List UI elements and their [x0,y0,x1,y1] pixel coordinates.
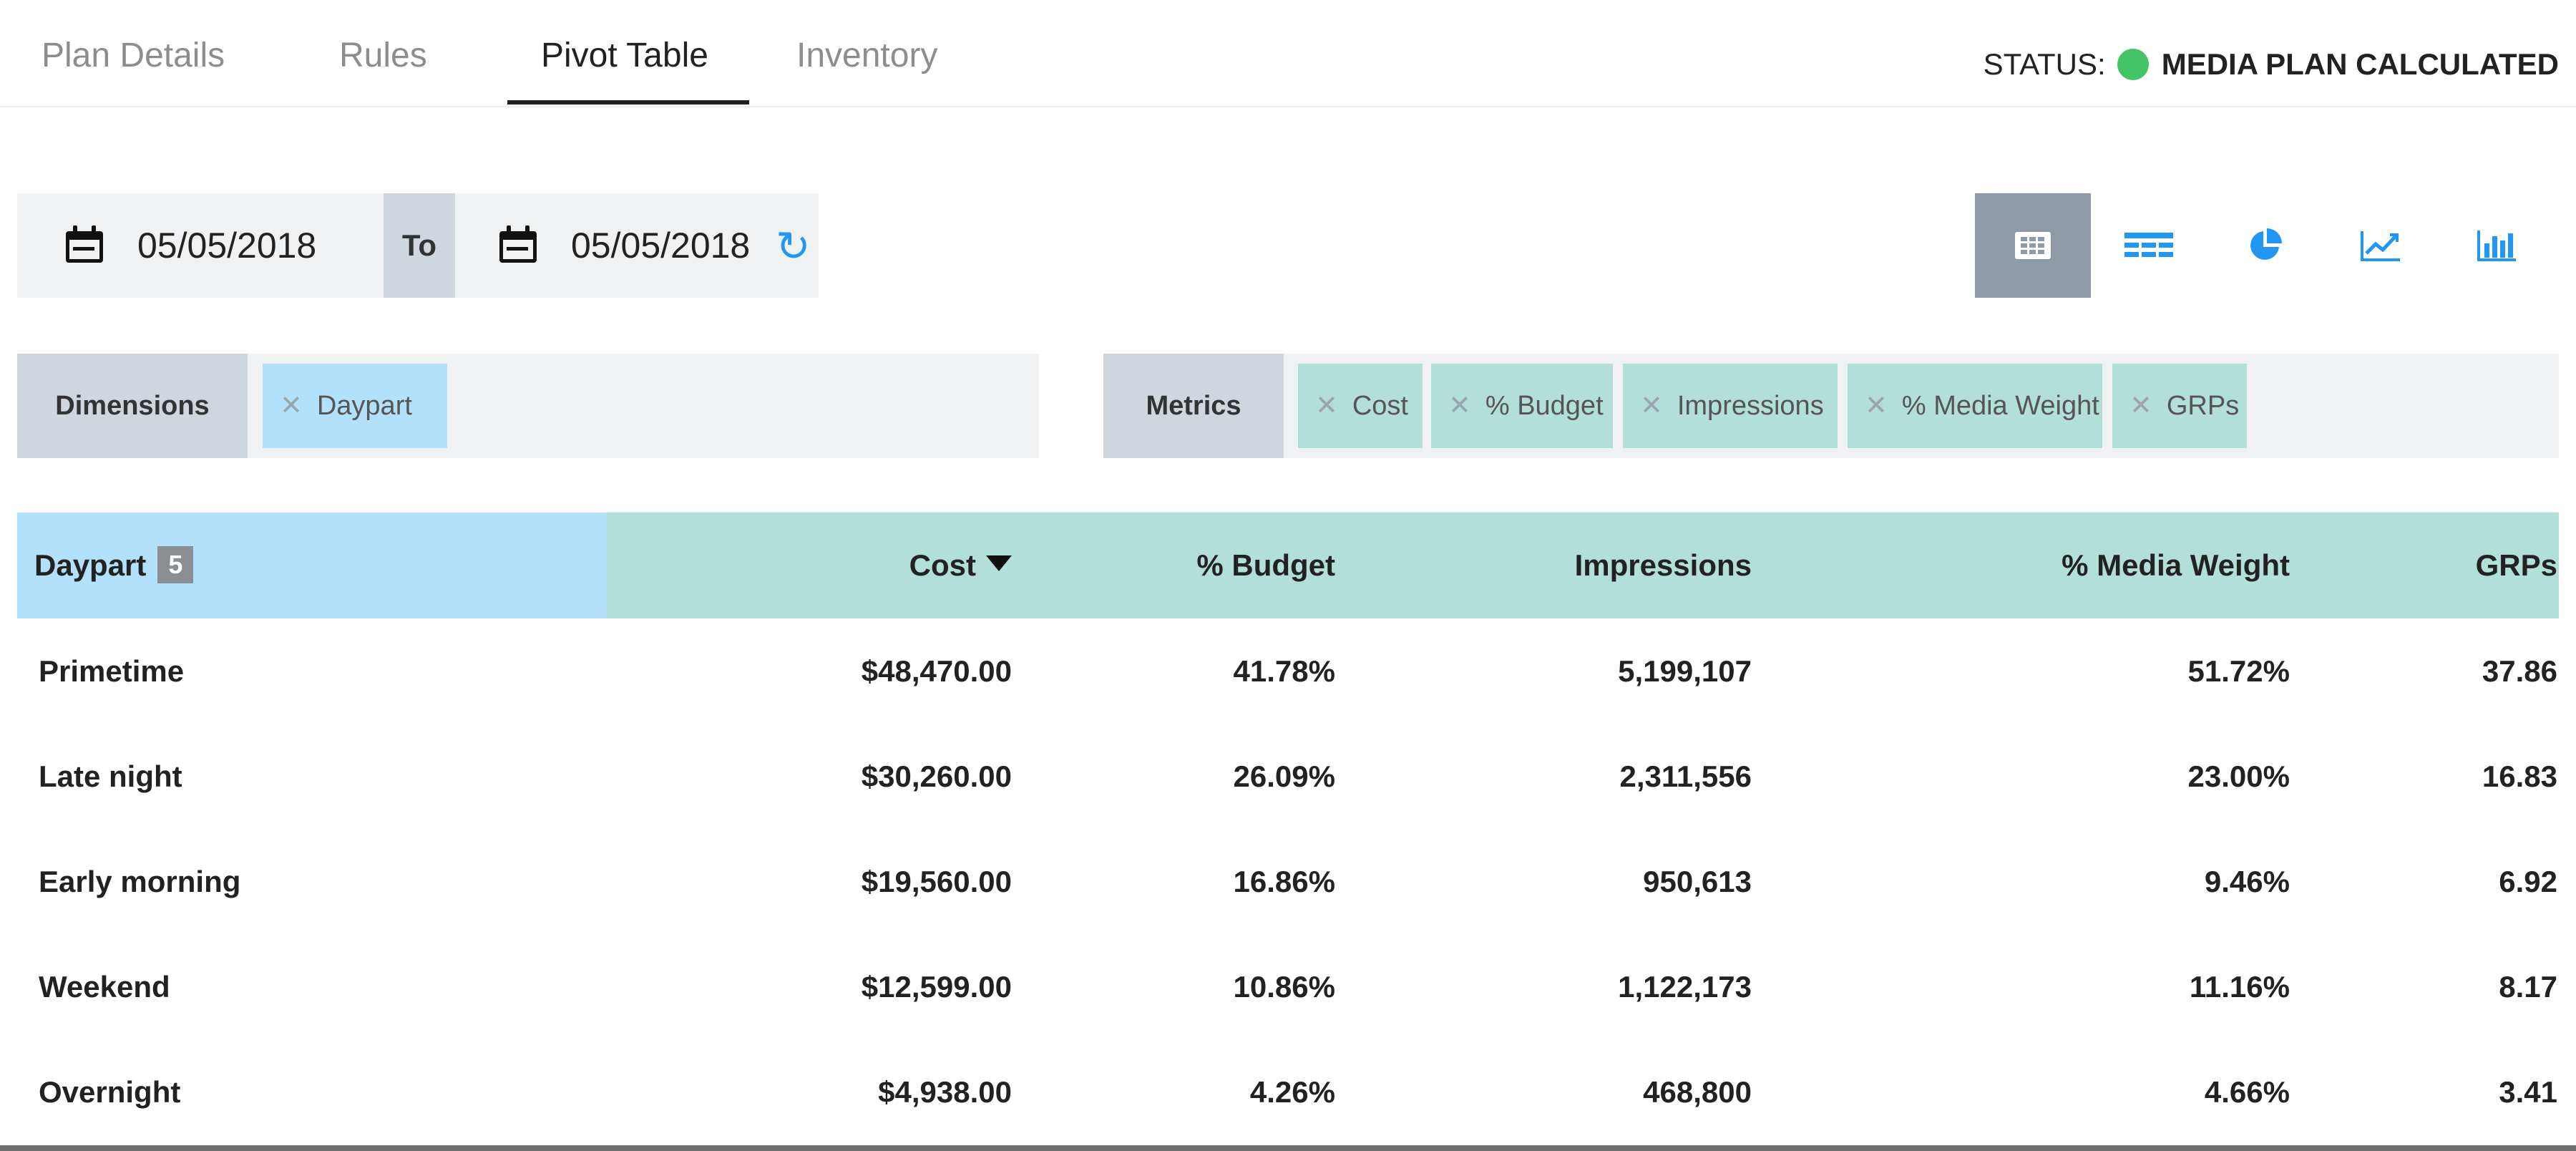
column-header-budget[interactable]: % Budget [1196,548,1335,582]
date-separator: To [384,193,455,298]
dimensions-bar: Dimensions ✕ Daypart [17,354,1039,458]
table-row: Weekend $12,599.00 10.86% 1,122,173 11.1… [17,934,2559,1039]
media-weight-cell: 23.00% [2187,759,2290,793]
bar-chart-view-button[interactable] [2439,193,2555,298]
list-table-icon [2124,233,2173,257]
tab-plan-details[interactable]: Plan Details [42,37,225,74]
cost-cell: $48,470.00 [861,654,1012,688]
column-header-cost[interactable]: Cost [751,513,1012,618]
table-row: Late night $30,260.00 26.09% 2,311,556 2… [17,724,2559,829]
dimensions-label: Dimensions [17,354,248,458]
calendar-icon[interactable] [499,225,537,263]
pivot-table-header: Daypart 5 Cost % Budget Impressions % Med… [17,513,2559,618]
dimension-header-cell [17,513,607,618]
dimension-chip-label: Daypart [316,391,412,421]
metric-chip[interactable]: ✕ GRPs [2112,364,2247,448]
active-tab-indicator [507,100,749,105]
calendar-icon[interactable] [66,225,103,263]
metric-chip-label: Impressions [1677,391,1824,421]
media-weight-cell: 11.16% [2189,970,2290,1004]
bottom-divider [0,1145,2576,1151]
metric-chip-label: % Media Weight [1901,391,2099,421]
budget-cell: 10.86% [1233,970,1335,1004]
remove-icon[interactable]: ✕ [1448,391,1471,421]
grps-cell: 8.17 [2499,970,2557,1004]
metric-chip-label: Cost [1352,391,1408,421]
tab-inventory[interactable]: Inventory [796,37,938,74]
bar-chart-icon [2477,230,2516,261]
list-table-view-button[interactable] [2091,193,2207,298]
refresh-icon[interactable]: ↻ [776,223,811,270]
budget-cell: 41.78% [1233,654,1335,688]
status-dot-icon [2117,49,2149,80]
cost-cell: $19,560.00 [861,865,1012,898]
media-weight-cell: 4.66% [2204,1075,2290,1109]
tab-bar: Plan Details Rules Pivot Table Inventory… [0,0,2576,107]
remove-icon[interactable]: ✕ [1640,391,1663,421]
metrics-header-cell [607,513,2559,618]
line-chart-view-button[interactable] [2323,193,2439,298]
column-header-grps[interactable]: GRPs [2475,548,2557,582]
impressions-cell: 2,311,556 [1619,759,1752,793]
grps-cell: 6.92 [2499,865,2557,898]
impressions-cell: 1,122,173 [1618,970,1752,1004]
column-header-label: Daypart [34,548,147,582]
column-header-media-weight[interactable]: % Media Weight [2062,548,2290,582]
cost-cell: $4,938.00 [878,1075,1012,1109]
table-row: Primetime $48,470.00 41.78% 5,199,107 51… [17,618,2559,724]
daypart-cell: Early morning [39,865,241,898]
remove-icon[interactable]: ✕ [1315,391,1338,421]
line-chart-icon [2361,231,2400,261]
row-count-badge: 5 [157,545,194,583]
daypart-cell: Weekend [39,970,170,1004]
column-header-impressions[interactable]: Impressions [1574,548,1752,582]
status-label: STATUS: [1983,47,2106,81]
tab-pivot-table[interactable]: Pivot Table [541,37,708,74]
column-header-daypart[interactable]: Daypart 5 [34,513,194,618]
impressions-cell: 5,199,107 [1618,654,1752,688]
daypart-cell: Late night [39,759,182,793]
start-date-input[interactable]: 05/05/2018 [137,225,317,266]
cost-cell: $30,260.00 [861,759,1012,793]
media-weight-cell: 9.46% [2204,865,2290,898]
metrics-bar: Metrics ✕ Cost ✕ % Budget ✕ Impressions ✕ % … [1103,354,2559,458]
table-icon [2015,232,2051,259]
status-indicator: STATUS: MEDIA PLAN CALCULATED [1984,47,2559,82]
dimension-chip[interactable]: ✕ Daypart [263,364,447,448]
remove-icon[interactable]: ✕ [1865,391,1888,421]
end-date-input[interactable]: 05/05/2018 [571,225,751,266]
budget-cell: 26.09% [1233,759,1335,793]
media-weight-cell: 51.72% [2187,654,2290,688]
date-range-picker: 05/05/2018 To 05/05/2018 ↻ [17,193,819,298]
grps-cell: 3.41 [2499,1075,2557,1109]
status-value: MEDIA PLAN CALCULATED [2161,47,2559,81]
budget-cell: 4.26% [1249,1075,1335,1109]
pie-chart-view-button[interactable] [2207,193,2323,298]
daypart-cell: Primetime [39,654,185,688]
daypart-cell: Overnight [39,1075,181,1109]
metric-chip[interactable]: ✕ % Budget [1431,364,1613,448]
grps-cell: 16.83 [2482,759,2557,793]
metric-chip[interactable]: ✕ Cost [1298,364,1423,448]
column-header-label: Cost [909,548,976,582]
remove-icon[interactable]: ✕ [2129,391,2152,421]
sort-descending-icon [986,555,1012,571]
metric-chip-label: GRPs [2166,391,2240,421]
pie-chart-icon [2250,228,2282,260]
tab-rules[interactable]: Rules [339,37,427,74]
cost-cell: $12,599.00 [861,970,1012,1004]
metric-chip-label: % Budget [1485,391,1604,421]
remove-icon[interactable]: ✕ [280,391,303,421]
table-view-button[interactable] [1975,193,2091,298]
metric-chip[interactable]: ✕ Impressions [1623,364,1838,448]
impressions-cell: 950,613 [1643,865,1752,898]
metrics-label: Metrics [1103,354,1284,458]
table-row: Early morning $19,560.00 16.86% 950,613 … [17,829,2559,934]
table-row: Overnight $4,938.00 4.26% 468,800 4.66% … [17,1039,2559,1145]
metric-chip[interactable]: ✕ % Media Weight [1848,364,2102,448]
grps-cell: 37.86 [2482,654,2557,688]
impressions-cell: 468,800 [1643,1075,1752,1109]
budget-cell: 16.86% [1233,865,1335,898]
